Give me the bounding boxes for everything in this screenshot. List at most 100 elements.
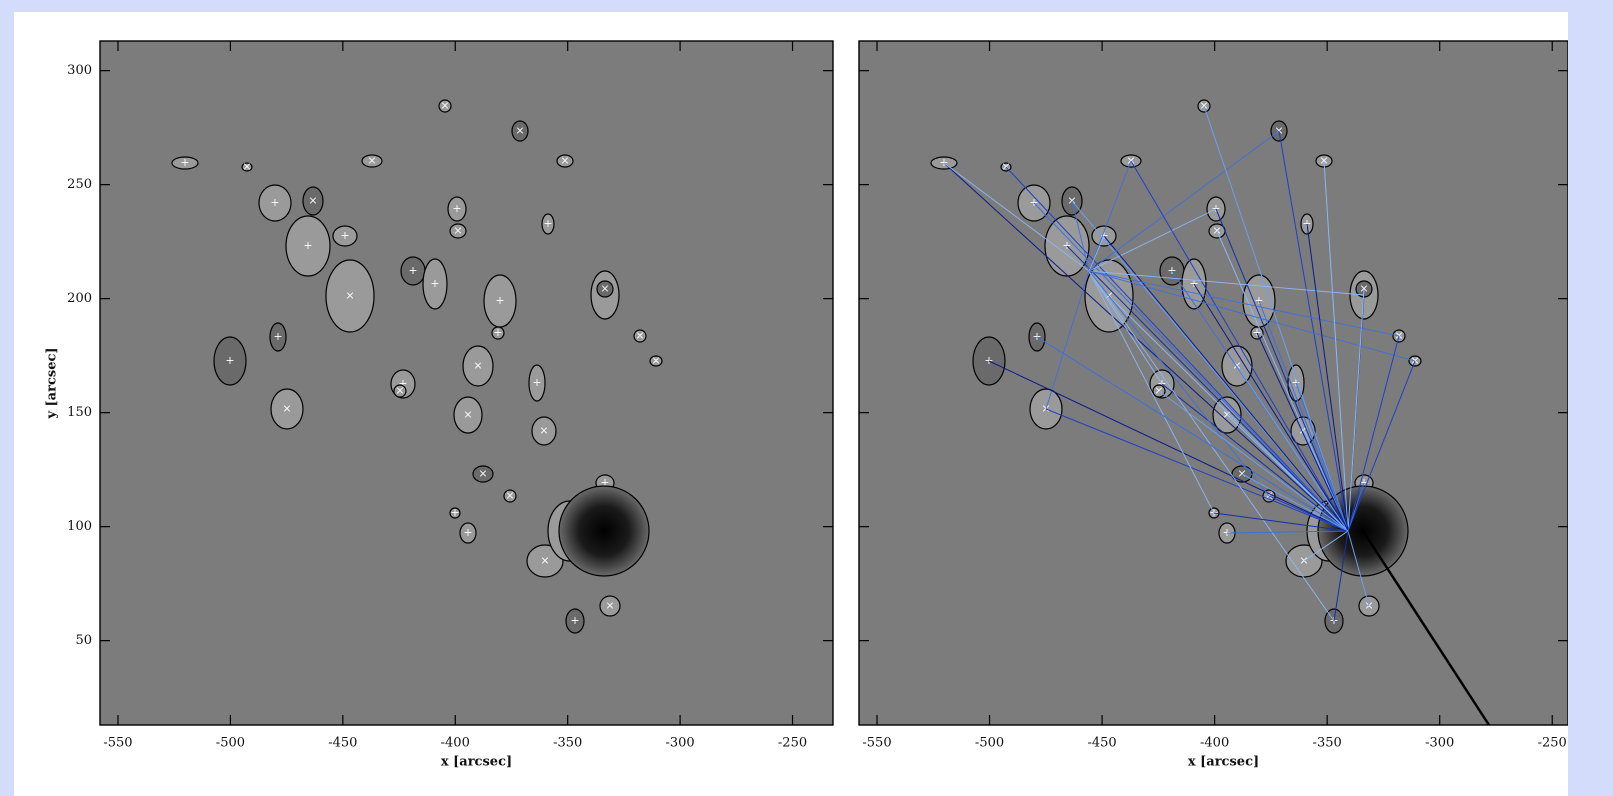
feature-marker: + xyxy=(303,239,312,252)
feature-marker: × xyxy=(478,467,487,480)
feature-marker: + xyxy=(463,526,472,539)
feature-contour xyxy=(633,329,647,343)
connection-line xyxy=(1088,235,1105,272)
feature-contour xyxy=(459,522,477,544)
feature-marker: × xyxy=(282,402,291,415)
connection-line xyxy=(1268,495,1349,532)
feature-contour xyxy=(511,120,529,142)
connection-line xyxy=(1241,473,1349,532)
feature-marker: × xyxy=(473,359,482,372)
x-axis-label: x [arcsec] xyxy=(1188,755,1259,770)
connection-line xyxy=(1226,414,1349,532)
feature-contour xyxy=(269,322,287,352)
magnetogram: +×+×+×+×+×+×+×+×+×+×+×+×+×+×+×+×+×+×+×+× xyxy=(100,41,833,725)
feature-marker: × xyxy=(308,194,317,207)
x-tick-label: -300 xyxy=(665,736,694,751)
feature-marker: + xyxy=(1302,217,1311,230)
feature-contour xyxy=(447,196,467,222)
feature-marker: × xyxy=(1067,194,1076,207)
feature-marker: × xyxy=(1319,154,1328,167)
connection-line xyxy=(1226,530,1349,534)
feature-marker: + xyxy=(1211,202,1220,215)
connection-line xyxy=(1347,482,1365,532)
feature-marker: × xyxy=(505,489,514,502)
feature-marker: + xyxy=(1254,294,1263,307)
feature-marker: × xyxy=(635,329,644,342)
feature-marker: + xyxy=(1291,376,1300,389)
connection-line xyxy=(1088,270,1270,497)
x-tick-label: -550 xyxy=(103,736,132,751)
feature-marker: × xyxy=(1199,99,1208,112)
feature-contour xyxy=(171,156,199,170)
feature-marker: × xyxy=(1298,424,1307,437)
feature-marker: × xyxy=(1212,224,1221,237)
y-tick-label: 200 xyxy=(67,291,92,306)
feature-contour xyxy=(531,416,557,446)
feature-marker: × xyxy=(539,424,548,437)
x-tick-label: -500 xyxy=(975,736,1004,751)
sunspot xyxy=(558,485,650,577)
feature-marker: + xyxy=(1029,196,1038,209)
connection-line xyxy=(1323,160,1349,532)
feature-marker: × xyxy=(395,384,404,397)
connection-line xyxy=(1088,270,1365,296)
connection-line xyxy=(1103,235,1349,532)
feature-marker: × xyxy=(1232,359,1241,372)
feature-marker: + xyxy=(543,217,552,230)
connection-line xyxy=(1278,130,1349,532)
feature-marker: × xyxy=(453,224,462,237)
connection-line xyxy=(1088,270,1163,385)
y-tick-label: 300 xyxy=(67,63,92,78)
x-tick-label: -400 xyxy=(1200,736,1229,751)
connection-line xyxy=(1203,105,1349,532)
feature-contour xyxy=(422,258,448,310)
feature-marker: + xyxy=(495,294,504,307)
feature-marker: + xyxy=(1359,476,1368,489)
connection-line xyxy=(1088,160,1132,272)
connection-line xyxy=(1295,382,1349,532)
connection-line xyxy=(1256,332,1349,532)
feature-contour xyxy=(541,213,555,235)
feature-marker: + xyxy=(984,354,993,367)
feature-contour xyxy=(438,99,452,113)
feature-contour xyxy=(649,355,663,367)
connection-line xyxy=(1347,288,1365,532)
x-tick-label: -350 xyxy=(553,736,582,751)
feature-marker: + xyxy=(1099,229,1108,242)
connection-line xyxy=(1066,245,1349,532)
y-tick-label: 250 xyxy=(67,177,92,192)
plot-frame xyxy=(858,40,1568,726)
feature-contour xyxy=(491,326,505,340)
feature-marker: + xyxy=(939,156,948,169)
feature-marker: × xyxy=(651,354,660,367)
x-tick-label: -550 xyxy=(862,736,891,751)
connection-line xyxy=(1036,336,1349,532)
y-tick-label: 50 xyxy=(75,633,92,648)
feature-marker: × xyxy=(463,408,472,421)
feature-contour xyxy=(285,215,331,277)
x-tick-label: -450 xyxy=(328,736,357,751)
feature-marker: × xyxy=(1154,384,1163,397)
feature-marker: + xyxy=(1167,264,1176,277)
x-tick-label: -250 xyxy=(778,736,807,751)
connection-line xyxy=(1088,270,1215,514)
feature-contour xyxy=(270,388,304,430)
feature-contour xyxy=(332,225,358,247)
feature-marker: × xyxy=(1222,408,1231,421)
connection-line xyxy=(1088,208,1217,272)
feature-marker: × xyxy=(1359,282,1368,295)
feature-marker: × xyxy=(605,599,614,612)
feature-marker: + xyxy=(273,330,282,343)
connection-line xyxy=(1361,530,1491,726)
feature-marker: + xyxy=(452,202,461,215)
feature-contour xyxy=(361,154,383,168)
connection-line xyxy=(1306,223,1349,532)
feature-marker: × xyxy=(367,154,376,167)
feature-contour xyxy=(213,336,247,386)
connection-line xyxy=(1213,512,1349,532)
feature-marker: + xyxy=(225,354,234,367)
feature-contour xyxy=(526,544,564,578)
y-tick-label: 100 xyxy=(67,519,92,534)
feature-contour xyxy=(503,489,517,503)
